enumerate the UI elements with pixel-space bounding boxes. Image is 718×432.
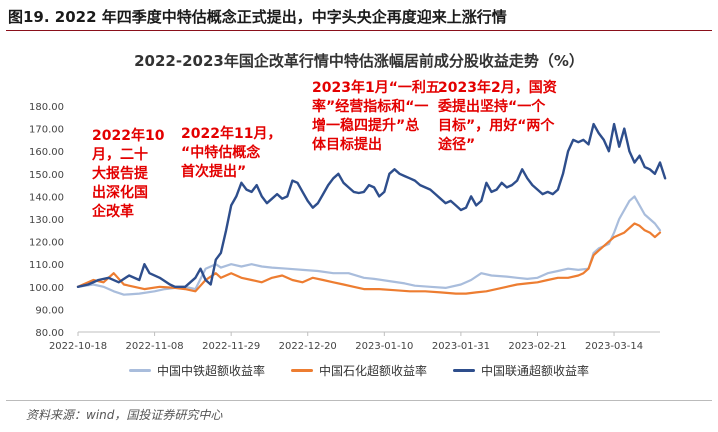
legend-item-unicom: 中国联通超额收益率 [453, 362, 589, 379]
legend-swatch-rail [128, 369, 151, 372]
x-tick-label: 2023-01-10 [355, 341, 413, 352]
y-tick-label: 180.00 [29, 102, 64, 113]
series-line-unicom [76, 122, 667, 288]
footer-divider [6, 400, 712, 401]
x-tick-label: 2022-11-29 [202, 341, 260, 352]
line-chart: 80.00 90.00 100.00 110.00 120.00 130.00 140.00… [29, 102, 667, 352]
legend-swatch-petro [290, 369, 313, 372]
chart-title: 2022-2023年国企改革行情中特估涨幅居前成分股收益走势（%） [134, 52, 584, 70]
annotation-nov-2022: 2022年11月， “中特估概念 首次提出” [181, 126, 282, 180]
y-tick-label: 120.00 [29, 238, 64, 249]
legend-label-unicom: 中国联通超额收益率 [481, 364, 590, 378]
source-note: 资料来源：wind，国投证券研究中心 [26, 408, 223, 422]
y-tick-label: 90.00 [35, 305, 64, 316]
series-line-rail [76, 195, 662, 296]
x-tick-label: 2023-01-31 [432, 341, 490, 352]
title-divider [6, 30, 712, 31]
annotation-jan-2023: 2023年1月“一利五 率”经营指标和“一 增一稳四提升”总 体目标提出 [312, 80, 440, 153]
y-tick-label: 130.00 [29, 215, 64, 226]
x-tick-label: 2023-03-14 [585, 341, 643, 352]
x-tick-label: 2022-10-18 [49, 341, 107, 352]
y-tick-label: 170.00 [29, 125, 64, 136]
legend-swatch-unicom [453, 369, 475, 372]
series-line-petro [76, 222, 662, 295]
y-tick-label: 140.00 [29, 192, 64, 203]
y-tick-label: 160.00 [29, 147, 64, 158]
annotation-feb-2023: 2023年2月，国资 委提出坚持“一个 目标”，用好“两个 途径” [438, 80, 557, 153]
x-tick-label: 2022-11-08 [126, 341, 184, 352]
y-tick-label: 80.00 [35, 328, 64, 339]
y-tick-label: 100.00 [29, 283, 64, 294]
legend-item-rail: 中国中铁超额收益率 [128, 362, 265, 379]
y-tick-label: 150.00 [29, 170, 64, 181]
x-tick-label: 2023-02-21 [508, 341, 566, 352]
legend-label-rail: 中国中铁超额收益率 [156, 364, 265, 378]
annotation-oct-2022: 2022年10 月，二十 大报告提 出深化国 企改革 [92, 128, 165, 220]
chart-legend: 中国中铁超额收益率 中国石化超额收益率 中国联通超额收益率 [0, 362, 718, 379]
legend-label-petro: 中国石化超额收益率 [318, 364, 427, 378]
figure-title: 图19. 2022 年四季度中特估概念正式提出，中字头央企再度迎来上涨行情 [8, 8, 507, 26]
y-tick-label: 110.00 [29, 260, 64, 271]
x-tick-label: 2022-12-20 [279, 341, 337, 352]
legend-item-petro: 中国石化超额收益率 [290, 362, 427, 379]
